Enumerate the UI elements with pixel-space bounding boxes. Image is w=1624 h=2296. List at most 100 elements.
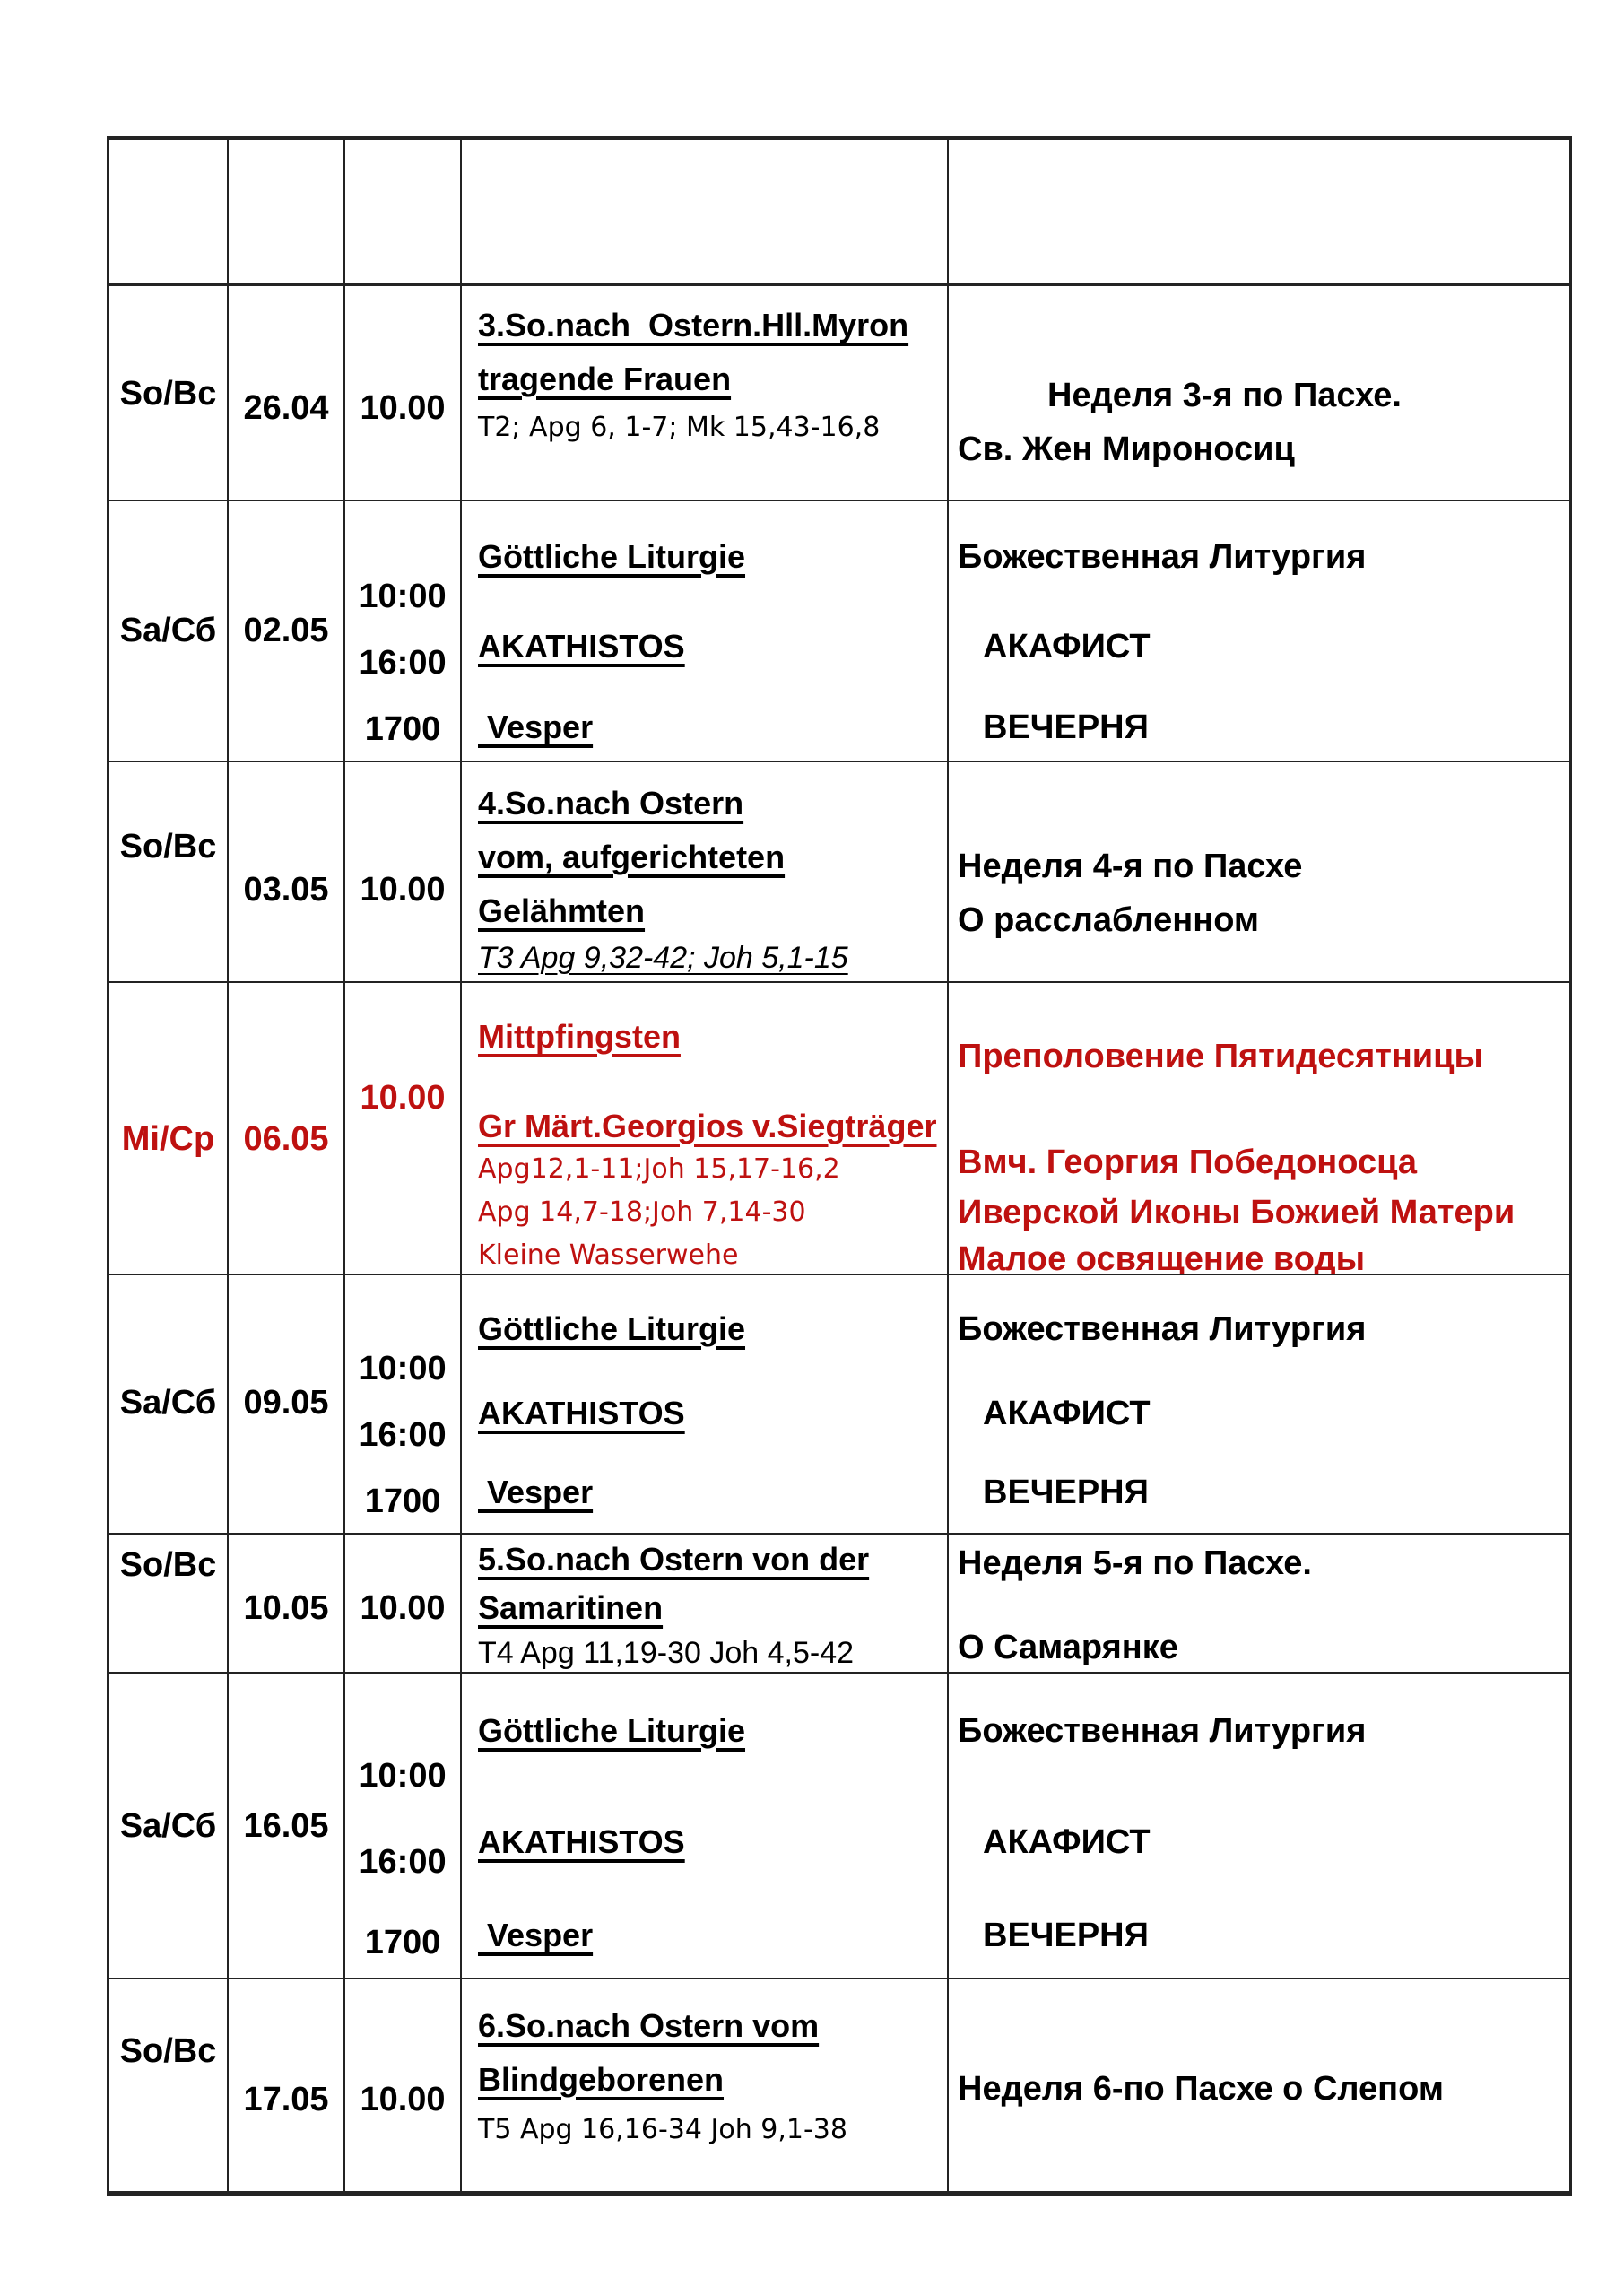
text-line: Св. Жен Мироносиц	[958, 430, 1295, 468]
day-cell: Mi/Ср	[109, 983, 229, 1274]
text-line: Blindgeborenen	[478, 2061, 725, 2098]
date-label: 16.05	[243, 1807, 329, 1845]
time-label: 1700	[364, 1924, 441, 1961]
text-line: Малое освящение воды	[958, 1240, 1366, 1274]
day-label: So/Вс	[119, 828, 217, 865]
russian-cell: Неделя 3-я по Пасхе. Св. Жен Мироносиц	[949, 286, 1569, 500]
text-line: Божественная Литургия	[958, 1310, 1367, 1348]
text-line: T2; Apg 6, 1-7; Mk 15,43-16,8	[478, 412, 881, 443]
date-label: 10.05	[243, 1589, 329, 1627]
russian-cell	[949, 140, 1569, 283]
text-line: Vesper	[478, 1474, 594, 1510]
day-label: Sa/Сб	[119, 1807, 217, 1845]
russian-cell: Преполовение Пятидесятницы Вмч. Георгия П…	[949, 983, 1569, 1274]
time-label: 10:00	[359, 578, 447, 615]
date-label: 02.05	[243, 612, 329, 649]
schedule-table: So/Вс 26.04 10.00 3.So.nach Ostern.Hll.Myro…	[107, 136, 1572, 2196]
text-line: AKATHISTOS	[478, 628, 685, 665]
time-label: 16:00	[359, 1416, 447, 1454]
text-line: Göttliche Liturgie	[478, 1712, 746, 1749]
text-line: Samaritinen	[478, 1589, 664, 1626]
date-cell: 26.04	[229, 286, 345, 500]
time-label: 10.00	[360, 389, 446, 427]
time-cell	[345, 140, 462, 283]
day-cell: So/Вс	[109, 286, 229, 500]
date-cell	[229, 140, 345, 283]
day-cell: So/Вс	[109, 1535, 229, 1672]
text-line: 6.So.nach Ostern vom	[478, 2007, 820, 2044]
date-label: 06.05	[243, 1120, 329, 1158]
german-cell: 4.So.nach Ostern vom, aufgerichteten Geläh…	[462, 762, 949, 981]
text-line: T3 Apg 9,32-42; Joh 5,1-15	[478, 941, 848, 975]
time-label: 10:00	[359, 1350, 447, 1387]
date-cell: 17.05	[229, 1979, 345, 2191]
text-line: О расслабленном	[958, 901, 1260, 939]
time-cell: 10.00	[345, 762, 462, 981]
time-cell: 10:00 16:00 1700	[345, 1674, 462, 1978]
text-line: Божественная Литургия	[958, 538, 1367, 576]
day-cell: So/Вс	[109, 1979, 229, 2191]
date-cell: 16.05	[229, 1674, 345, 1978]
text-line: Apg 14,7-18;Joh 7,14-30	[478, 1196, 806, 1228]
text-line: АКАФИСТ	[983, 1395, 1151, 1432]
day-cell	[109, 140, 229, 283]
time-cell: 10.00	[345, 286, 462, 500]
day-label: So/Вс	[119, 375, 217, 413]
text-line: Mittpfingsten	[478, 1018, 681, 1055]
german-cell: 5.So.nach Ostern von der Samaritinen T4 Ap…	[462, 1535, 949, 1672]
date-label: 09.05	[243, 1384, 329, 1422]
date-cell: 02.05	[229, 501, 345, 761]
date-label: 03.05	[243, 871, 329, 909]
text-line: Vesper	[478, 709, 594, 745]
date-label: 17.05	[243, 2081, 329, 2118]
text-line: Неделя 6-по Пасхе о Слепом	[958, 2070, 1444, 2108]
russian-cell: Божественная Литургия АКАФИСТ ВЕЧЕРНЯ	[949, 1674, 1569, 1978]
text-line: Göttliche Liturgie	[478, 538, 746, 575]
table-row row-mi-06-05: Mi/Ср 06.05 10.00 Mittpfingsten Gr Märt.Geor…	[109, 983, 1569, 1275]
text-line: ВЕЧЕРНЯ	[983, 1917, 1149, 1954]
time-label: 16:00	[359, 1843, 447, 1881]
day-cell: Sa/Сб	[109, 501, 229, 761]
text-line: Kleine Wasserwehe	[478, 1239, 739, 1271]
table-row row-empty	[109, 140, 1569, 286]
table-row row-sa-02-05: Sa/Сб 02.05 10:00 16:00 1700 Göttliche Liturg…	[109, 501, 1569, 762]
text-line: 4.So.nach Ostern	[478, 785, 744, 822]
time-label: 10.00	[360, 1589, 446, 1627]
text-line: АКАФИСТ	[983, 628, 1151, 665]
text-line: Неделя 5-я по Пасхе.	[958, 1544, 1312, 1582]
russian-cell: Божественная Литургия АКАФИСТ ВЕЧЕРНЯ	[949, 501, 1569, 761]
time-cell: 10:00 16:00 1700	[345, 1275, 462, 1533]
time-label: 10.00	[360, 2081, 446, 2118]
table-row row-sa-16-05: Sa/Сб 16.05 10:00 16:00 1700 Göttliche Liturg…	[109, 1674, 1569, 1979]
russian-cell: Неделя 6-по Пасхе о Слепом	[949, 1979, 1569, 2191]
day-cell: So/Вс	[109, 762, 229, 981]
text-line: Неделя 3-я по Пасхе.	[1047, 377, 1402, 414]
date-cell: 06.05	[229, 983, 345, 1274]
text-line: vom, aufgerichteten	[478, 839, 786, 875]
day-label: Sa/Сб	[119, 612, 217, 649]
text-line: ВЕЧЕРНЯ	[983, 1474, 1149, 1511]
german-cell: Göttliche Liturgie AKATHISTOS Vesper	[462, 1674, 949, 1978]
text-line: ВЕЧЕРНЯ	[983, 709, 1149, 746]
time-cell: 10:00 16:00 1700	[345, 501, 462, 761]
text-line: T5 Apg 16,16-34 Joh 9,1-38	[478, 2114, 847, 2145]
time-label: 1700	[364, 710, 441, 748]
text-line: tragende Frauen	[478, 361, 732, 397]
text-line: T4 Apg 11,19-30 Joh 4,5-42	[478, 1636, 855, 1670]
day-label: So/Вс	[119, 2032, 217, 2070]
text-line: Божественная Литургия	[958, 1712, 1367, 1750]
table-row row-so-17-05: So/Вс 17.05 10.00 6.So.nach Ostern vom Blind…	[109, 1979, 1569, 2191]
russian-cell: Неделя 4-я по Пасхе О расслабленном	[949, 762, 1569, 981]
time-cell: 10.00	[345, 1535, 462, 1672]
time-label: 1700	[364, 1483, 441, 1520]
german-cell: Mittpfingsten Gr Märt.Georgios v.Siegträg…	[462, 983, 949, 1274]
text-line: Göttliche Liturgie	[478, 1310, 746, 1347]
time-cell: 10.00	[345, 983, 462, 1274]
time-label: 10.00	[360, 1079, 446, 1117]
text-line: Apg12,1-11;Joh 15,17-16,2	[478, 1153, 840, 1185]
day-label: Sa/Сб	[119, 1384, 217, 1422]
german-cell: Göttliche Liturgie AKATHISTOS Vesper	[462, 1275, 949, 1533]
german-cell: Göttliche Liturgie AKATHISTOS Vesper	[462, 501, 949, 761]
table-row row-sa-09-05: Sa/Сб 09.05 10:00 16:00 1700 Göttliche Liturg…	[109, 1275, 1569, 1535]
